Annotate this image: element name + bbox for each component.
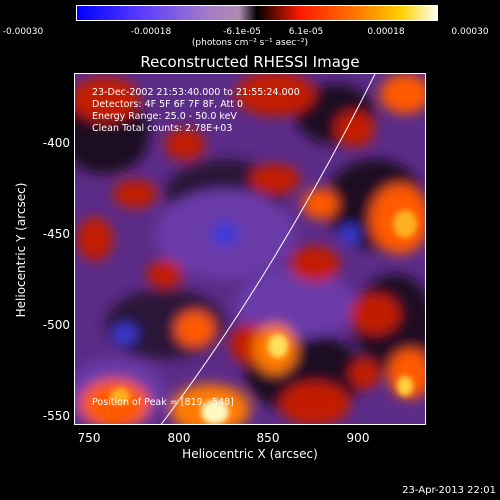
peak-position-label: Position of Peak = [819, -548] xyxy=(92,397,234,408)
clean-counts-label: Clean Total counts: 2.78E+03 xyxy=(92,123,233,134)
y-tick-label: -500 xyxy=(42,318,70,332)
x-tick-label: 750 xyxy=(77,431,101,445)
colorbar-tick-label: 6.1e-05 xyxy=(288,27,324,37)
colorbar-tick-label: -0.00018 xyxy=(130,27,172,37)
image-title: Reconstructed RHESSI Image xyxy=(140,53,360,71)
y-tick-label: -400 xyxy=(42,136,70,150)
x-axis-label: Heliocentric X (arcsec) xyxy=(182,447,318,461)
y-axis-label: Heliocentric Y (arcsec) xyxy=(14,182,28,318)
colorbar-tick-label: -6.1e-05 xyxy=(223,27,261,37)
x-tick-label: 900 xyxy=(346,431,370,445)
y-tick-label: -550 xyxy=(42,409,70,423)
colorbar-unit-label: (photons cm⁻² s⁻¹ asec⁻²) xyxy=(191,38,309,48)
rhessi-image-panel xyxy=(74,73,426,425)
y-tick-label: -450 xyxy=(42,227,70,241)
x-tick-label: 800 xyxy=(167,431,191,445)
colorbar-tick-label: 0.00030 xyxy=(451,27,489,37)
colorbar-tick-label: 0.00018 xyxy=(367,27,405,37)
colorbar xyxy=(76,5,438,21)
energy-range-label: Energy Range: 25.0 - 50.0 keV xyxy=(92,111,237,122)
render-timestamp: 23-Apr-2013 22:01 xyxy=(402,485,496,496)
rhessi-image xyxy=(75,74,425,424)
observation-time: 23-Dec-2002 21:53:40.000 to 21:55:24.000 xyxy=(92,87,300,98)
colorbar-tick-label: -0.00030 xyxy=(2,27,44,37)
detectors-label: Detectors: 4F 5F 6F 7F 8F, Att 0 xyxy=(92,99,244,110)
x-tick-label: 850 xyxy=(256,431,280,445)
solar-limb-line xyxy=(160,74,376,424)
